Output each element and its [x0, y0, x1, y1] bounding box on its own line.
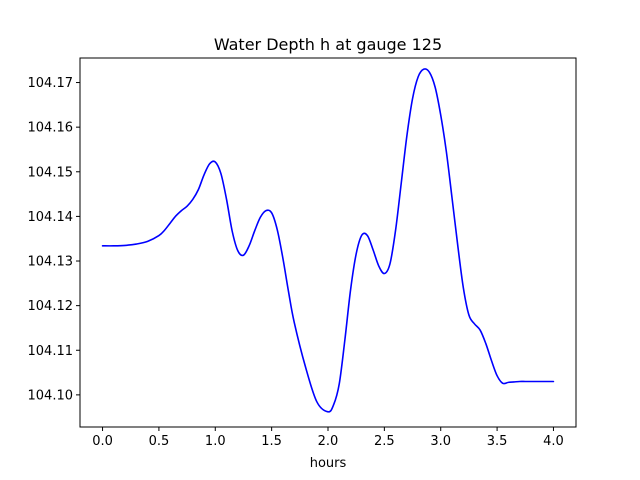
- y-tick-label: 104.14: [28, 210, 74, 225]
- x-tick-label: 0.5: [149, 434, 170, 449]
- y-tick-label: 104.13: [28, 255, 74, 270]
- x-tick-label: 1.0: [205, 434, 226, 449]
- y-tick-label: 104.17: [28, 76, 74, 91]
- chart-title: Water Depth h at gauge 125: [214, 35, 442, 54]
- x-axis: 0.0 0.5 1.0 1.5 2.0 2.5 3.0 3.5 4.0: [92, 427, 564, 449]
- x-tick-label: 0.0: [92, 434, 113, 449]
- y-tick-label: 104.16: [28, 121, 74, 136]
- x-tick-label: 3.5: [487, 434, 508, 449]
- x-tick-label: 4.0: [543, 434, 564, 449]
- x-axis-label: hours: [310, 456, 347, 471]
- y-tick-label: 104.11: [28, 344, 74, 359]
- x-tick-label: 3.0: [430, 434, 451, 449]
- series-layer: [101, 68, 555, 413]
- x-tick-label: 2.0: [318, 434, 339, 449]
- series-line-0: [101, 68, 555, 413]
- y-tick-label: 104.12: [28, 299, 74, 314]
- y-axis: 104.10 104.11 104.12 104.13 104.14 104.15 104.…: [28, 76, 80, 403]
- y-tick-label: 104.10: [28, 388, 74, 403]
- y-tick-label: 104.15: [28, 165, 74, 180]
- plot-frame: [79, 57, 577, 428]
- x-tick-label: 2.5: [374, 434, 395, 449]
- x-tick-label: 1.5: [261, 434, 282, 449]
